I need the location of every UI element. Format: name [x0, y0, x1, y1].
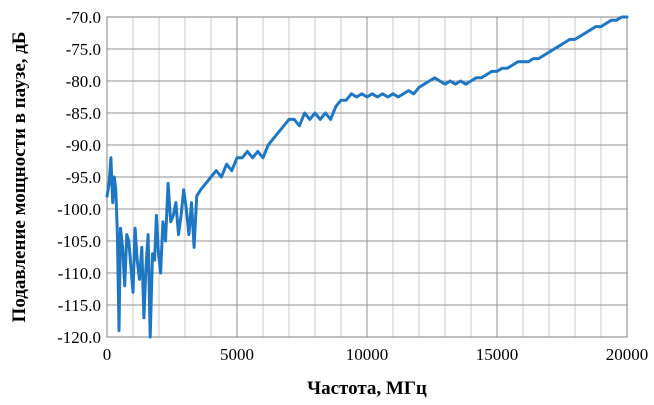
- x-tick-label: 10000: [346, 345, 389, 364]
- x-tick-label: 5000: [220, 345, 254, 364]
- y-tick-label: -70.0: [66, 8, 101, 27]
- y-tick-label: -75.0: [66, 40, 101, 59]
- y-tick-label: -105.0: [57, 232, 101, 251]
- plot-area-frame: [106, 16, 628, 338]
- x-tick-label: 0: [103, 345, 112, 364]
- y-axis-title: Подавление мощности в паузе, дБ: [9, 32, 30, 323]
- x-axis-tick-labels: 0 5000 10000 15000 20000: [103, 345, 649, 364]
- y-tick-label: -100.0: [57, 200, 101, 219]
- y-tick-label: -110.0: [58, 264, 101, 283]
- y-tick-label: -85.0: [66, 104, 101, 123]
- y-tick-label: -120.0: [57, 328, 101, 347]
- y-tick-label: -80.0: [66, 72, 101, 91]
- y-tick-label: -95.0: [66, 168, 101, 187]
- y-tick-label: -90.0: [66, 136, 101, 155]
- x-axis-title: Частота, МГц: [307, 378, 427, 399]
- y-axis-tick-labels: -70.0 -75.0 -80.0 -85.0 -90.0 -95.0 -100.0 -105…: [57, 8, 101, 347]
- x-tick-label: 15000: [476, 345, 519, 364]
- x-tick-label: 20000: [606, 345, 649, 364]
- series-line: [105, 15, 629, 339]
- y-tick-label: -115.0: [58, 296, 101, 315]
